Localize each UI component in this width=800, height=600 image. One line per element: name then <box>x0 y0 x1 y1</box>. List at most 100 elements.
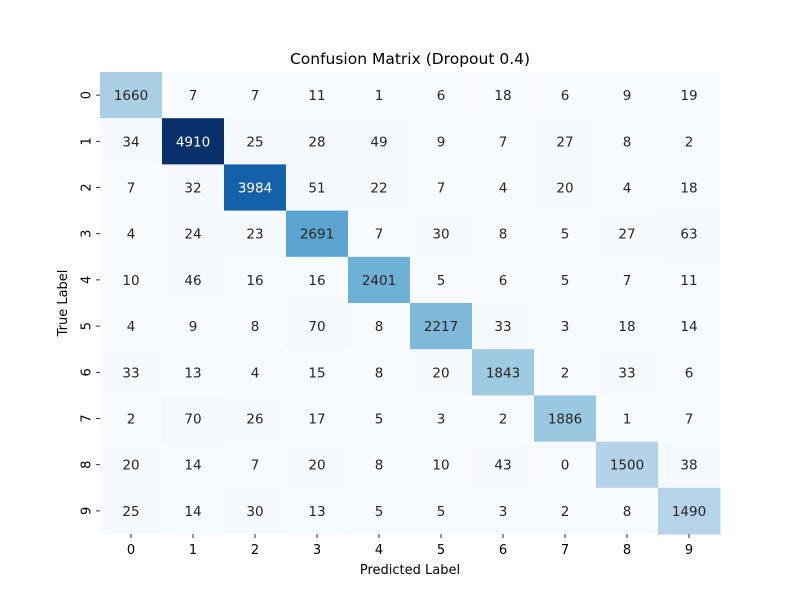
heatmap-cell <box>348 210 411 258</box>
cell-value-label: 51 <box>308 181 325 197</box>
heatmap-cell <box>472 72 535 119</box>
cell-value-label: 3 <box>499 504 508 520</box>
y-tick-label: 6 <box>80 368 95 376</box>
cell-value-label: 33 <box>618 365 635 381</box>
cell-value-label: 7 <box>685 412 694 428</box>
heatmap-cell <box>100 210 163 258</box>
heatmap-cell <box>286 210 349 258</box>
heatmap-cell <box>224 487 287 535</box>
heatmap-cell <box>348 164 411 212</box>
cell-value-label: 7 <box>127 181 136 197</box>
cell-value-label: 6 <box>561 88 570 104</box>
cell-value-label: 25 <box>122 504 139 520</box>
cell-value-label: 4 <box>499 181 508 197</box>
cell-value-label: 6 <box>437 88 446 104</box>
heatmap-cell <box>286 256 349 304</box>
cell-value-label: 7 <box>189 88 198 104</box>
heatmap-cell <box>100 164 163 212</box>
cell-value-label: 8 <box>375 458 384 474</box>
cell-value-label: 33 <box>122 365 139 381</box>
x-axis-ticks: 0 1 2 3 4 5 6 7 8 9 <box>127 534 693 558</box>
cell-value-label: 6 <box>499 273 508 289</box>
cell-value-label: 19 <box>680 88 697 104</box>
heatmap-cell <box>472 349 535 396</box>
heatmap-cell <box>410 164 473 212</box>
cell-value-label: 70 <box>184 412 201 428</box>
heatmap-cell <box>596 441 659 489</box>
heatmap-cell <box>472 395 535 443</box>
heatmap-cell <box>348 487 411 535</box>
heatmap-cell <box>224 441 287 489</box>
cell-value-label: 11 <box>308 88 325 104</box>
heatmap-cell <box>410 210 473 258</box>
heatmap-cell <box>596 118 659 165</box>
heatmap-cell <box>224 349 287 396</box>
cell-value-label: 2 <box>561 504 570 520</box>
heatmap-cell <box>596 487 659 535</box>
heatmap-cell <box>224 256 287 304</box>
y-tick-label: 8 <box>80 461 95 469</box>
heatmap-cell <box>596 395 659 443</box>
heatmap-cell <box>658 72 721 119</box>
cell-value-label: 25 <box>246 134 263 150</box>
heatmap-cell <box>658 256 721 304</box>
heatmap-cell <box>162 72 225 119</box>
cell-value-label: 32 <box>184 181 201 197</box>
cell-value-label: 13 <box>308 504 325 520</box>
heatmap-cell <box>410 72 473 119</box>
heatmap-cell <box>534 164 597 212</box>
cell-value-label: 9 <box>437 134 446 150</box>
heatmap-cell <box>534 349 597 396</box>
heatmap-cell <box>410 349 473 396</box>
y-tick-label: 5 <box>80 322 95 330</box>
y-tick-label: 9 <box>80 507 95 515</box>
cell-value-label: 3984 <box>238 181 272 197</box>
y-tick-label: 4 <box>80 276 95 284</box>
x-tick-label: 2 <box>251 543 259 558</box>
cell-value-label: 4 <box>127 319 136 335</box>
cell-value-label: 2691 <box>300 227 334 243</box>
heatmap-cell <box>472 118 535 165</box>
heatmap-cell <box>596 72 659 119</box>
heatmap-cell <box>286 349 349 396</box>
heatmap-cell <box>534 118 597 165</box>
heatmap-cell <box>534 303 597 350</box>
y-tick-label: 0 <box>80 91 95 99</box>
cell-value-label: 22 <box>370 181 387 197</box>
cell-value-label: 5 <box>437 504 446 520</box>
heatmap-cell <box>100 349 163 396</box>
heatmap-cell <box>348 72 411 119</box>
cell-value-label: 49 <box>370 134 387 150</box>
heatmap-cell <box>286 72 349 119</box>
cell-value-label: 8 <box>499 227 508 243</box>
heatmap-cell <box>224 303 287 350</box>
heatmap-cell <box>348 441 411 489</box>
cell-value-label: 18 <box>494 88 511 104</box>
y-tick-label: 3 <box>80 230 95 238</box>
heatmap-cell <box>348 349 411 396</box>
cell-value-label: 20 <box>556 181 573 197</box>
cell-value-label: 2 <box>685 134 694 150</box>
heatmap-cell <box>472 256 535 304</box>
y-axis-label: True Label <box>56 270 71 338</box>
heatmap-cell <box>472 441 535 489</box>
cell-value-label: 10 <box>122 273 139 289</box>
cell-value-label: 28 <box>308 134 325 150</box>
cell-value-label: 4 <box>251 365 260 381</box>
cell-value-label: 1 <box>375 88 384 104</box>
y-axis-ticks: 0 1 2 3 4 5 6 7 8 9 <box>80 91 100 515</box>
cell-value-label: 8 <box>623 134 632 150</box>
y-tick-label: 2 <box>80 183 95 191</box>
y-tick-label: 1 <box>80 137 95 145</box>
cell-value-label: 8 <box>375 319 384 335</box>
heatmap-cell <box>348 256 411 304</box>
cell-value-label: 43 <box>494 458 511 474</box>
heatmap-cell <box>286 164 349 212</box>
cell-value-label: 46 <box>184 273 201 289</box>
heatmap-cell <box>100 303 163 350</box>
cell-value-label: 38 <box>680 458 697 474</box>
cell-value-label: 15 <box>308 365 325 381</box>
cell-value-label: 70 <box>308 319 325 335</box>
x-tick-label: 4 <box>375 543 383 558</box>
heatmap-cell <box>472 210 535 258</box>
